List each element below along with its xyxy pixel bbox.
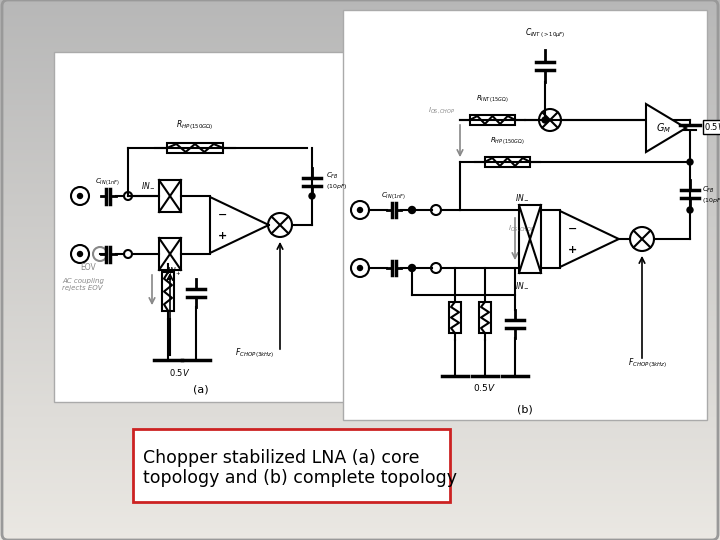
Circle shape [309, 193, 315, 199]
Circle shape [687, 207, 693, 213]
Text: topology and (b) complete topology: topology and (b) complete topology [143, 469, 457, 487]
Polygon shape [646, 104, 686, 152]
Circle shape [78, 193, 83, 199]
Text: $R_{HP\,(150G\Omega)}$: $R_{HP\,(150G\Omega)}$ [490, 135, 524, 146]
Bar [479, 302, 491, 333]
Text: $0.5V$: $0.5V$ [169, 367, 191, 378]
Bar [449, 302, 461, 333]
Circle shape [542, 117, 548, 123]
Text: $C_{FB}$: $C_{FB}$ [702, 185, 715, 195]
Text: $F_{CHOP\,(3kHz)}$: $F_{CHOP\,(3kHz)}$ [235, 346, 275, 360]
Text: $I_{OS,CHOP}$: $I_{OS,CHOP}$ [508, 224, 536, 233]
Text: (b): (b) [517, 404, 533, 414]
Bar [54, 52, 348, 402]
Text: $R_{INT\,(15G\Omega)}$: $R_{INT\,(15G\Omega)}$ [475, 93, 508, 104]
Bar [167, 143, 223, 153]
Text: $0.5V$: $0.5V$ [474, 382, 497, 393]
Bar [162, 272, 174, 310]
Text: +: + [218, 231, 228, 241]
Text: $R_{HP\,(150G\Omega)}$: $R_{HP\,(150G\Omega)}$ [176, 118, 214, 132]
Text: (a): (a) [193, 384, 209, 394]
Text: $(10pF)$: $(10pF)$ [702, 196, 720, 205]
Circle shape [78, 252, 83, 256]
Text: AC coupling
rejects EOV: AC coupling rejects EOV [62, 278, 104, 291]
Text: $IN_+$: $IN_+$ [166, 265, 181, 278]
Text: $C_{IN\,(1nF)}$: $C_{IN\,(1nF)}$ [382, 191, 407, 201]
Text: $(10pF)$: $(10pF)$ [326, 182, 348, 191]
Bar [159, 180, 181, 212]
Bar [519, 205, 541, 273]
Circle shape [358, 207, 362, 213]
Circle shape [358, 266, 362, 271]
Text: −: − [568, 224, 577, 233]
Text: $C_{FB}$: $C_{FB}$ [326, 171, 338, 181]
Text: $G_M$: $G_M$ [657, 121, 672, 135]
Text: −: − [218, 210, 228, 219]
Circle shape [408, 206, 415, 213]
Bar [133, 429, 450, 502]
Text: $0.5V$: $0.5V$ [704, 122, 720, 132]
Text: Chopper stabilized LNA (a) core: Chopper stabilized LNA (a) core [143, 449, 420, 467]
Text: +: + [568, 245, 577, 255]
Bar [485, 157, 530, 167]
Text: $I_{OS,CHOP}$: $I_{OS,CHOP}$ [428, 105, 455, 116]
Text: $IN_-$: $IN_-$ [515, 192, 529, 202]
Text: $C_{IN\,(1nF)}$: $C_{IN\,(1nF)}$ [95, 177, 121, 187]
Bar [469, 115, 516, 125]
Bar [343, 10, 707, 420]
Text: $IN_-$: $IN_-$ [140, 180, 156, 190]
Circle shape [408, 265, 415, 272]
Circle shape [687, 159, 693, 165]
Text: $F_{CHOP\,(3kHz)}$: $F_{CHOP\,(3kHz)}$ [629, 357, 667, 370]
Text: $C_{INT\,(>10\mu F)}$: $C_{INT\,(>10\mu F)}$ [525, 27, 565, 40]
Bar [159, 238, 181, 270]
Text: $IN_-$: $IN_-$ [515, 280, 529, 291]
Text: EOV: EOV [80, 263, 96, 272]
